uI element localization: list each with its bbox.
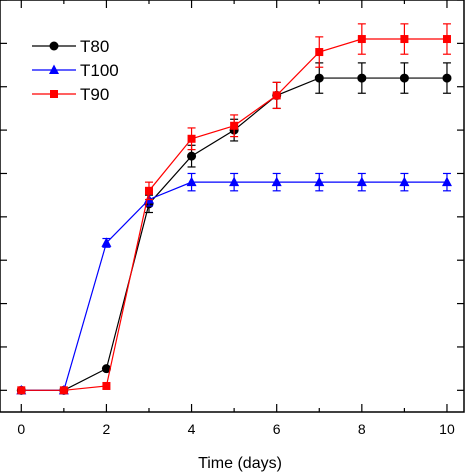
x-tick-label: 8 xyxy=(358,421,366,437)
data-point xyxy=(229,176,240,187)
data-point xyxy=(144,186,153,195)
data-point xyxy=(230,121,239,130)
legend-item-t80: T80 xyxy=(32,37,109,56)
legend-label: T90 xyxy=(80,85,109,104)
x-tick-label: 10 xyxy=(439,421,455,437)
data-point xyxy=(50,90,58,98)
data-point xyxy=(102,381,111,390)
axis-ticks xyxy=(0,0,464,412)
data-point xyxy=(271,176,282,187)
data-point xyxy=(59,386,68,395)
data-point xyxy=(272,91,281,100)
data-point xyxy=(101,364,111,374)
x-tick-labels: 0 2 4 6 8 10 xyxy=(17,421,455,437)
data-point xyxy=(357,35,366,44)
data-point xyxy=(49,41,59,51)
data-point xyxy=(315,48,324,57)
x-tick-label: 2 xyxy=(103,421,111,437)
data-point xyxy=(356,176,367,187)
data-point xyxy=(187,134,196,143)
data-point xyxy=(49,64,59,74)
series-layer xyxy=(16,23,452,395)
legend: T80 T100 T90 xyxy=(32,37,119,104)
data-point xyxy=(442,35,451,44)
data-point xyxy=(314,176,325,187)
data-point xyxy=(17,386,26,395)
data-point xyxy=(101,237,112,247)
legend-label: T100 xyxy=(80,61,119,80)
legend-item-t90: T90 xyxy=(32,85,109,104)
data-point xyxy=(442,73,452,83)
data-point xyxy=(314,73,324,83)
data-point xyxy=(187,151,197,161)
x-tick-label: 6 xyxy=(273,421,281,437)
legend-label: T80 xyxy=(80,37,109,56)
data-point xyxy=(400,35,409,44)
data-point xyxy=(357,73,367,83)
legend-item-t100: T100 xyxy=(32,61,119,80)
data-point xyxy=(186,176,197,187)
series-t100 xyxy=(16,172,452,395)
data-point xyxy=(399,73,409,83)
data-point xyxy=(399,176,410,187)
series-line xyxy=(21,181,447,391)
series-t80 xyxy=(16,62,452,395)
series-t90 xyxy=(17,23,451,395)
x-tick-label: 4 xyxy=(188,421,196,437)
x-tick-label: 0 xyxy=(17,421,25,437)
data-point xyxy=(441,176,452,187)
x-axis-label: Time (days) xyxy=(198,455,282,472)
plot-frame xyxy=(0,0,465,413)
